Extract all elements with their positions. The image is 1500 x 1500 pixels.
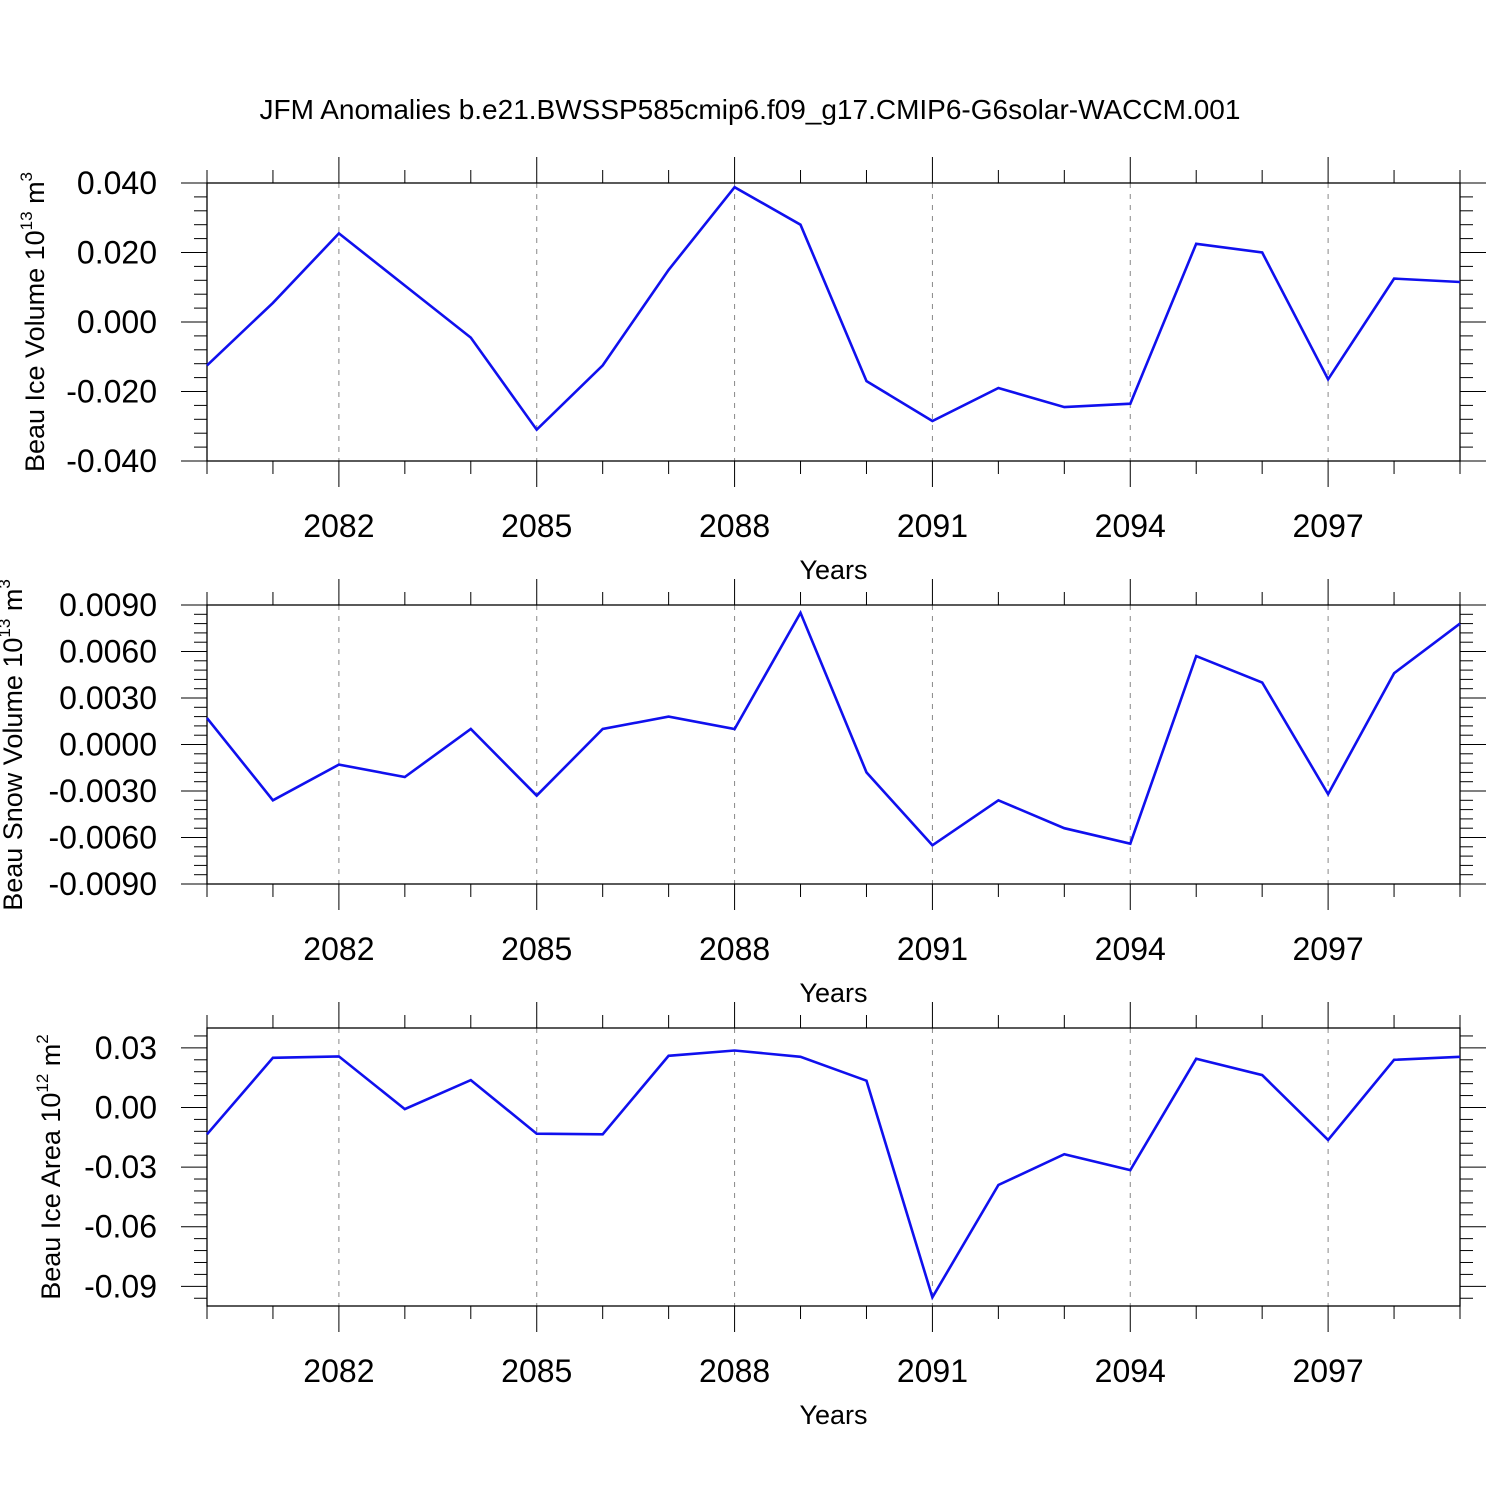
series-line xyxy=(206,185,1461,432)
x-axis-title: Years xyxy=(799,1400,867,1430)
y-axis-title: Beau Snow Volume 1013 m3 xyxy=(0,579,28,911)
plot-frame xyxy=(206,604,1461,885)
x-tick-label: 2091 xyxy=(897,508,968,544)
y-axis-title-exponent: 13 xyxy=(17,211,36,230)
y-tick-label: 0.0030 xyxy=(59,680,157,716)
y-tick-label: -0.0030 xyxy=(48,773,157,809)
x-tick-label: 2088 xyxy=(699,1353,770,1389)
y-tick-label: 0.040 xyxy=(77,165,157,201)
x-tick-label: 2091 xyxy=(897,1353,968,1389)
series-line xyxy=(206,1049,1461,1301)
y-axis-title: Beau Ice Volume 1013 m3 xyxy=(17,172,50,472)
panel-ice-area: 0.03 0.00 -0.03 -0.06 -0.09 2082 2085 2088 2091 2… xyxy=(33,1002,1486,1430)
x-tick-label: 2094 xyxy=(1095,931,1166,967)
y-axis-title-unit-exponent: 3 xyxy=(0,579,14,588)
y-tick-label: 0.0000 xyxy=(59,727,157,763)
x-axis-title: Years xyxy=(799,978,867,1008)
y-tick-label: -0.09 xyxy=(84,1268,157,1304)
y-tick-label: -0.0060 xyxy=(48,820,157,856)
plot-frame xyxy=(206,182,1461,462)
x-tick-label: 2088 xyxy=(699,508,770,544)
x-tick-label: 2094 xyxy=(1095,508,1166,544)
x-tick-label: 2085 xyxy=(501,931,572,967)
y-axis-title-unit: m xyxy=(36,1044,66,1074)
y-axis-title: Beau Ice Area 1012 m2 xyxy=(33,1034,66,1300)
panel-snow-volume: 0.0090 0.0060 0.0030 0.0000 -0.0030 -0.0060 -0… xyxy=(0,579,1486,1008)
x-tick-label: 2082 xyxy=(303,931,374,967)
y-tick-label: 0.03 xyxy=(95,1030,157,1066)
y-tick-label: -0.03 xyxy=(84,1149,157,1185)
y-tick-label: -0.020 xyxy=(66,374,157,410)
y-axis-title-unit-exponent: 3 xyxy=(17,172,36,181)
y-axis-title-text: Beau Snow Volume 10 xyxy=(0,638,28,911)
x-tick-label: 2091 xyxy=(897,931,968,967)
y-axis-title-unit: m xyxy=(0,589,28,619)
chart-title: JFM Anomalies b.e21.BWSSP585cmip6.f09_g1… xyxy=(260,94,1241,125)
y-tick-label: -0.06 xyxy=(84,1209,157,1245)
y-axis-title-unit: m xyxy=(20,181,50,211)
x-tick-label: 2094 xyxy=(1095,1353,1166,1389)
x-tick-label: 2088 xyxy=(699,931,770,967)
y-tick-label: -0.0090 xyxy=(48,866,157,902)
series-line xyxy=(205,609,1461,848)
x-tick-label: 2085 xyxy=(501,508,572,544)
y-tick-label: 0.000 xyxy=(77,304,157,340)
x-tick-label: 2082 xyxy=(303,508,374,544)
x-tick-label: 2082 xyxy=(303,1353,374,1389)
y-axis-title-text: Beau Ice Area 10 xyxy=(36,1093,66,1300)
y-axis-title-text: Beau Ice Volume 10 xyxy=(20,230,50,472)
x-axis-title: Years xyxy=(799,555,867,585)
x-tick-label: 2085 xyxy=(501,1353,572,1389)
y-tick-label: 0.00 xyxy=(95,1089,157,1125)
y-axis-title-exponent: 13 xyxy=(0,619,14,638)
y-tick-label: 0.020 xyxy=(77,235,157,271)
x-tick-label: 2097 xyxy=(1293,931,1364,967)
y-axis-title-exponent: 12 xyxy=(33,1074,52,1093)
y-tick-label: -0.040 xyxy=(66,443,157,479)
y-axis-title-unit-exponent: 2 xyxy=(33,1034,52,1043)
y-tick-label: 0.0090 xyxy=(59,587,157,623)
x-tick-label: 2097 xyxy=(1293,508,1364,544)
x-tick-label: 2097 xyxy=(1293,1353,1364,1389)
y-tick-label: 0.0060 xyxy=(59,634,157,670)
panel-ice-volume: 0.040 0.020 0.000 -0.020 -0.040 2082 2085 2088 2… xyxy=(17,157,1486,585)
